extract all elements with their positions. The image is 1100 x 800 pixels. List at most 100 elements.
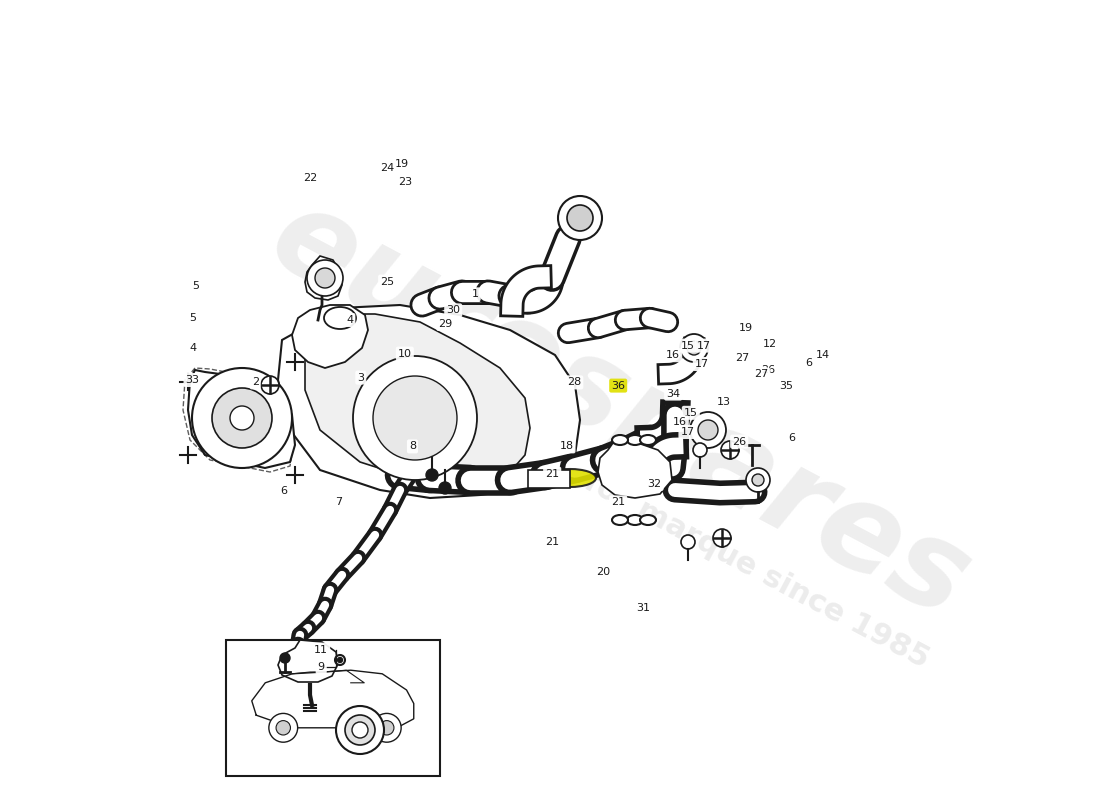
Text: 3: 3 bbox=[358, 373, 364, 382]
Polygon shape bbox=[292, 305, 368, 368]
Circle shape bbox=[698, 420, 718, 440]
Circle shape bbox=[307, 260, 343, 296]
Ellipse shape bbox=[627, 515, 644, 525]
Text: 17: 17 bbox=[681, 427, 694, 437]
Circle shape bbox=[336, 706, 384, 754]
Circle shape bbox=[192, 368, 292, 468]
Text: 20: 20 bbox=[596, 567, 609, 577]
Text: 21: 21 bbox=[546, 469, 559, 478]
Text: 19: 19 bbox=[739, 323, 752, 333]
Text: 12: 12 bbox=[763, 339, 777, 349]
Circle shape bbox=[752, 474, 764, 486]
Text: 10: 10 bbox=[398, 349, 411, 358]
Text: 27: 27 bbox=[736, 354, 749, 363]
Text: 31: 31 bbox=[637, 603, 650, 613]
Circle shape bbox=[315, 268, 336, 288]
Circle shape bbox=[261, 376, 279, 394]
Circle shape bbox=[379, 721, 394, 735]
Text: eurospares: eurospares bbox=[252, 177, 989, 643]
Text: 19: 19 bbox=[395, 159, 408, 169]
Text: 34: 34 bbox=[667, 389, 680, 398]
Circle shape bbox=[713, 529, 732, 547]
Circle shape bbox=[558, 196, 602, 240]
Text: 35: 35 bbox=[780, 381, 793, 390]
Text: 7: 7 bbox=[336, 498, 342, 507]
Text: 9: 9 bbox=[318, 662, 324, 672]
Circle shape bbox=[439, 482, 451, 494]
Bar bbox=[528, 470, 570, 488]
Circle shape bbox=[276, 721, 290, 735]
Circle shape bbox=[681, 535, 695, 549]
Text: 8: 8 bbox=[409, 442, 416, 451]
Ellipse shape bbox=[612, 435, 628, 445]
Circle shape bbox=[212, 388, 272, 448]
Text: a passion for marque since 1985: a passion for marque since 1985 bbox=[426, 386, 934, 674]
Polygon shape bbox=[305, 256, 342, 300]
Text: 1: 1 bbox=[472, 290, 478, 299]
Circle shape bbox=[338, 658, 342, 662]
Polygon shape bbox=[598, 440, 672, 498]
Circle shape bbox=[688, 341, 701, 355]
Text: 26: 26 bbox=[761, 365, 774, 374]
Polygon shape bbox=[278, 305, 580, 498]
Text: 18: 18 bbox=[560, 442, 573, 451]
Polygon shape bbox=[188, 370, 295, 468]
Text: 24: 24 bbox=[381, 163, 394, 173]
Text: 15: 15 bbox=[681, 341, 694, 350]
Text: 6: 6 bbox=[280, 486, 287, 496]
Text: 13: 13 bbox=[717, 397, 730, 406]
Polygon shape bbox=[305, 314, 530, 483]
Text: 16: 16 bbox=[667, 350, 680, 360]
Text: 6: 6 bbox=[805, 358, 812, 368]
Text: 4: 4 bbox=[189, 343, 196, 353]
Text: 5: 5 bbox=[189, 314, 196, 323]
Text: 16: 16 bbox=[673, 418, 686, 427]
Text: 2: 2 bbox=[252, 378, 258, 387]
Circle shape bbox=[352, 722, 368, 738]
Text: 25: 25 bbox=[381, 277, 394, 286]
Text: 11: 11 bbox=[315, 645, 328, 654]
Circle shape bbox=[690, 412, 726, 448]
Text: 26: 26 bbox=[733, 437, 746, 446]
Text: 29: 29 bbox=[439, 319, 452, 329]
Circle shape bbox=[373, 376, 456, 460]
Circle shape bbox=[230, 406, 254, 430]
Circle shape bbox=[566, 205, 593, 231]
Circle shape bbox=[746, 468, 770, 492]
Circle shape bbox=[345, 715, 375, 745]
Circle shape bbox=[336, 655, 345, 665]
Text: 15: 15 bbox=[684, 408, 697, 418]
Polygon shape bbox=[278, 640, 338, 682]
Text: 21: 21 bbox=[546, 538, 559, 547]
Ellipse shape bbox=[640, 435, 656, 445]
Text: 30: 30 bbox=[447, 306, 460, 315]
Text: 22: 22 bbox=[304, 173, 317, 182]
Text: 32: 32 bbox=[648, 479, 661, 489]
Circle shape bbox=[693, 443, 707, 457]
Polygon shape bbox=[183, 368, 293, 472]
Text: 36: 36 bbox=[612, 381, 625, 390]
Circle shape bbox=[353, 356, 477, 480]
Bar bbox=[226, 640, 440, 776]
Ellipse shape bbox=[324, 307, 356, 329]
Circle shape bbox=[680, 334, 708, 362]
Text: 6: 6 bbox=[789, 434, 795, 443]
Text: 21: 21 bbox=[612, 498, 625, 507]
Text: 4: 4 bbox=[346, 315, 353, 325]
Circle shape bbox=[268, 714, 298, 742]
Circle shape bbox=[720, 441, 739, 459]
Text: 17: 17 bbox=[695, 359, 708, 369]
Text: 27: 27 bbox=[755, 370, 768, 379]
Text: 14: 14 bbox=[816, 350, 829, 360]
Ellipse shape bbox=[612, 515, 628, 525]
Circle shape bbox=[280, 653, 290, 663]
Text: 28: 28 bbox=[568, 378, 581, 387]
Ellipse shape bbox=[640, 515, 656, 525]
Circle shape bbox=[372, 714, 402, 742]
Text: 23: 23 bbox=[398, 178, 411, 187]
Text: 5: 5 bbox=[192, 282, 199, 291]
Text: 33: 33 bbox=[186, 375, 199, 385]
Text: 17: 17 bbox=[697, 341, 711, 350]
Ellipse shape bbox=[627, 435, 644, 445]
Circle shape bbox=[426, 469, 438, 481]
